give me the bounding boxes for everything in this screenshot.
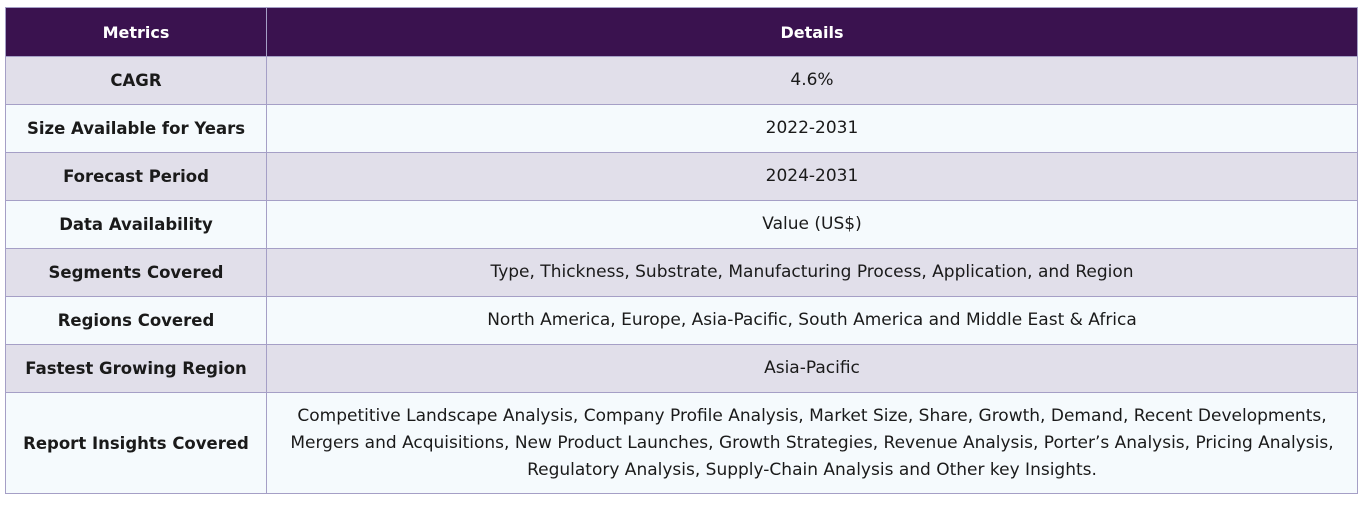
metrics-table: Metrics Details CAGR 4.6% Size Available… bbox=[5, 7, 1358, 494]
table-row: Report Insights Covered Competitive Land… bbox=[5, 392, 1358, 494]
details-cell: Asia-Pacific bbox=[266, 344, 1358, 393]
table-row: Segments Covered Type, Thickness, Substr… bbox=[5, 248, 1358, 297]
metric-cell: Segments Covered bbox=[5, 248, 267, 297]
details-cell: Competitive Landscape Analysis, Company … bbox=[266, 392, 1358, 494]
table-row: Size Available for Years 2022-2031 bbox=[5, 104, 1358, 153]
details-cell: 2022-2031 bbox=[266, 104, 1358, 153]
metric-cell: Data Availability bbox=[5, 200, 267, 249]
header-details: Details bbox=[266, 7, 1358, 57]
metrics-table-container: Metrics Details CAGR 4.6% Size Available… bbox=[5, 7, 1358, 494]
metric-cell: Fastest Growing Region bbox=[5, 344, 267, 393]
metric-cell: Regions Covered bbox=[5, 296, 267, 345]
metric-cell: Report Insights Covered bbox=[5, 392, 267, 494]
metric-cell: Forecast Period bbox=[5, 152, 267, 201]
metric-cell: Size Available for Years bbox=[5, 104, 267, 153]
details-cell: Value (US$) bbox=[266, 200, 1358, 249]
details-cell: 2024-2031 bbox=[266, 152, 1358, 201]
table-row: Fastest Growing Region Asia-Pacific bbox=[5, 344, 1358, 393]
details-cell: Type, Thickness, Substrate, Manufacturin… bbox=[266, 248, 1358, 297]
table-row: Data Availability Value (US$) bbox=[5, 200, 1358, 249]
table-row: Regions Covered North America, Europe, A… bbox=[5, 296, 1358, 345]
header-metrics: Metrics bbox=[5, 7, 267, 57]
metric-cell: CAGR bbox=[5, 56, 267, 105]
details-cell: North America, Europe, Asia-Pacific, Sou… bbox=[266, 296, 1358, 345]
table-header-row: Metrics Details bbox=[5, 7, 1358, 57]
table-row: CAGR 4.6% bbox=[5, 56, 1358, 105]
details-cell: 4.6% bbox=[266, 56, 1358, 105]
table-row: Forecast Period 2024-2031 bbox=[5, 152, 1358, 201]
